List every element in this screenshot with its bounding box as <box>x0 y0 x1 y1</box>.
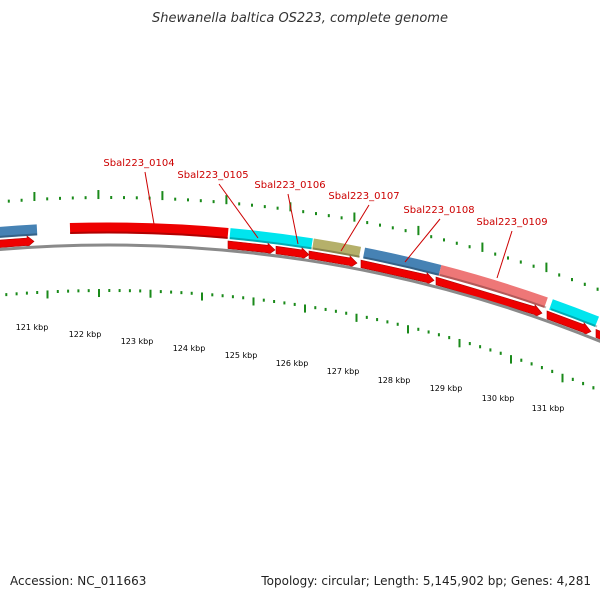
callout-line <box>404 218 441 263</box>
outer-feature <box>0 224 38 238</box>
cds-arrow <box>0 235 35 249</box>
cds-arrow <box>360 259 435 286</box>
kbp-label: 128 kbp <box>378 376 411 385</box>
genome-backbone <box>0 243 600 343</box>
kbp-label: 130 kbp <box>482 394 515 403</box>
callout-line <box>144 171 155 225</box>
outer-feature-shade <box>0 233 38 238</box>
gene-callouts: Sbal223_0104Sbal223_0105Sbal223_0106Sbal… <box>103 158 548 279</box>
kbp-label: 123 kbp <box>121 337 154 346</box>
cds-arrow <box>275 245 310 261</box>
outer-feature <box>312 238 362 258</box>
gene-label: Sbal223_0107 <box>328 191 399 202</box>
outer-feature <box>549 299 600 327</box>
accession-text: Accession: NC_011663 <box>10 574 147 588</box>
kbp-label: 126 kbp <box>276 359 309 368</box>
kbp-label: 122 kbp <box>69 330 102 339</box>
outer-feature-shade <box>550 308 598 328</box>
callout-line <box>340 204 370 252</box>
outer-feature <box>69 222 229 239</box>
callout-line <box>287 193 299 245</box>
map-title: Shewanella baltica OS223, complete genom… <box>152 11 448 26</box>
gene-label: Sbal223_0106 <box>254 180 325 191</box>
outer-feature <box>362 247 442 276</box>
outer-feature <box>438 265 548 308</box>
cds-arrow <box>546 310 592 336</box>
outer-feature-shade <box>439 274 547 309</box>
cds-arrow <box>595 328 600 340</box>
kbp-label: 127 kbp <box>327 367 360 376</box>
kbp-label-ring: 121 kbp 122 kbp 123 kbp 124 kbp 125 kbp 126 k… <box>16 323 565 413</box>
outer-feature-shade <box>229 237 313 250</box>
kbp-label: 125 kbp <box>225 351 258 360</box>
cds-arrow <box>227 240 276 256</box>
outer-feature-shade <box>69 231 229 239</box>
inner-tick-ring <box>5 289 595 390</box>
gene-label: Sbal223_0108 <box>403 205 474 216</box>
outer-feature-track <box>0 222 600 328</box>
cds-arrow <box>435 276 543 318</box>
callout-line <box>218 183 259 239</box>
kbp-label: 129 kbp <box>430 384 463 393</box>
inner-feature-track <box>0 235 600 340</box>
outer-feature-shade <box>312 247 361 258</box>
kbp-label: 124 kbp <box>173 344 206 353</box>
kbp-label: 131 kbp <box>532 404 565 413</box>
callout-line <box>496 230 513 279</box>
gene-label: Sbal223_0109 <box>476 217 547 228</box>
gene-label: Sbal223_0105 <box>177 170 248 181</box>
cds-arrow <box>308 250 358 269</box>
gene-label: Sbal223_0104 <box>103 158 174 169</box>
outer-feature <box>229 228 313 250</box>
topology-summary: Topology: circular; Length: 5,145,902 bp… <box>261 574 591 588</box>
kbp-label: 121 kbp <box>16 323 49 332</box>
